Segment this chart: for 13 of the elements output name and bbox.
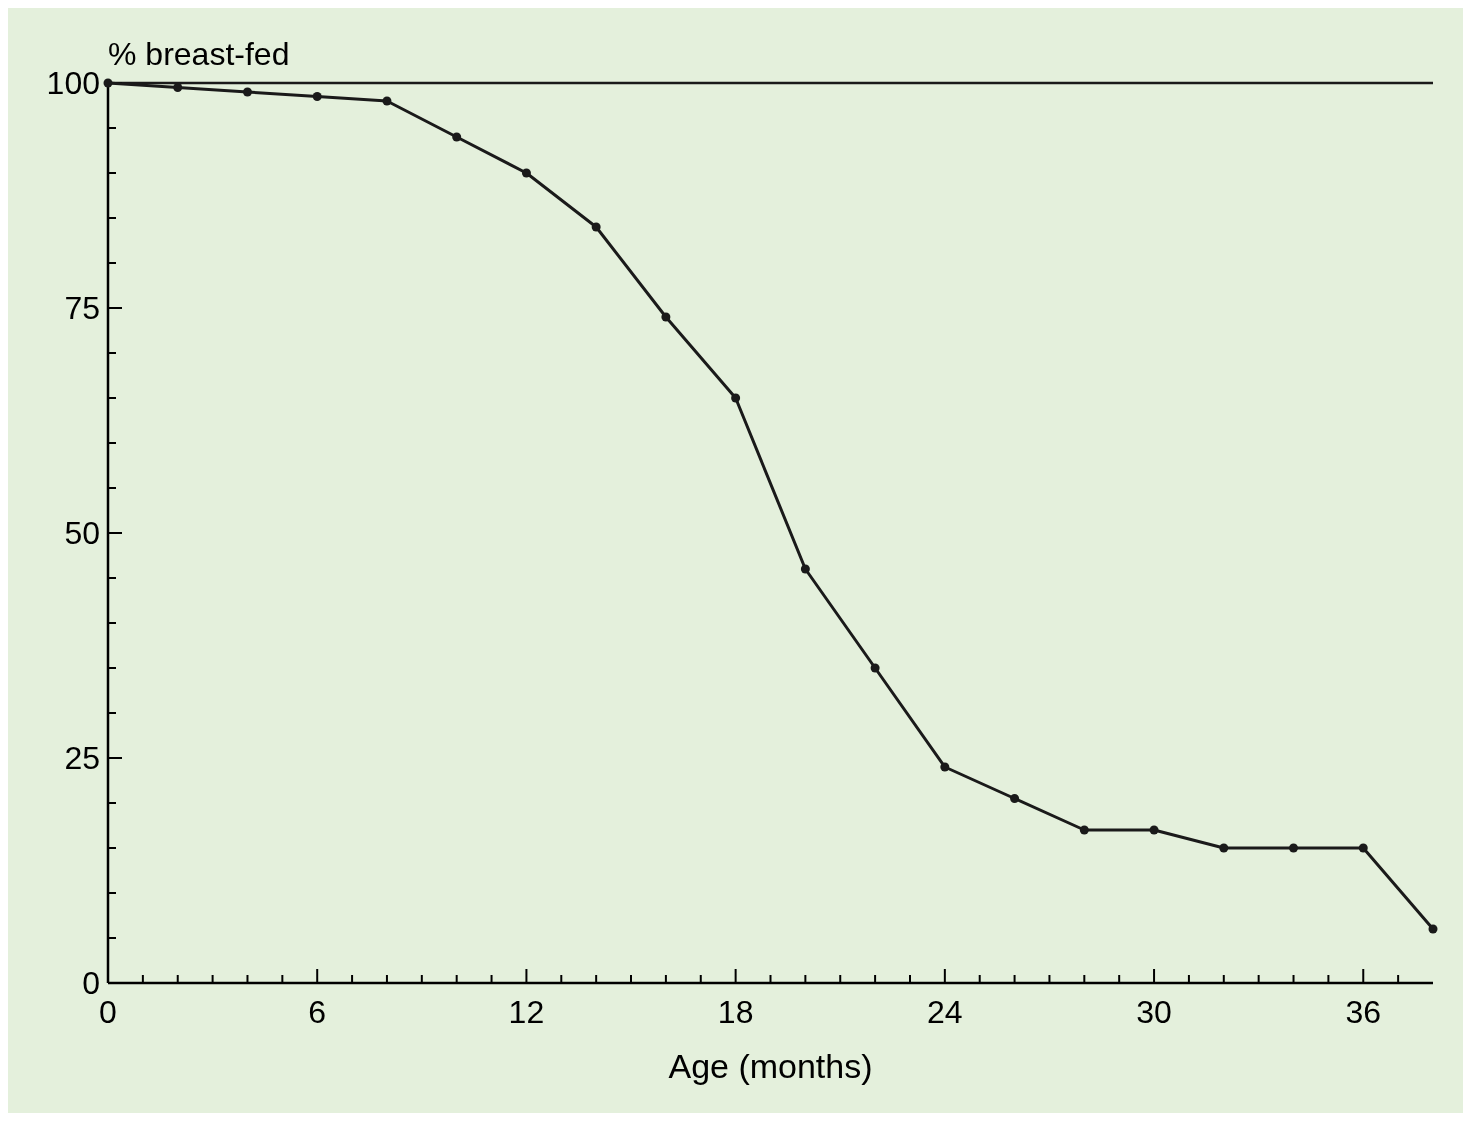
- x-tick-label: 18: [717, 994, 754, 1030]
- y-tick-label: 0: [82, 965, 100, 1001]
- y-tick-label: 75: [64, 290, 100, 326]
- y-tick-label: 50: [64, 515, 100, 551]
- y-tick-label: 25: [64, 740, 100, 776]
- y-tick-label: 100: [46, 65, 100, 101]
- x-tick-label: 36: [1345, 994, 1382, 1030]
- x-axis-title: Age (months): [668, 1047, 873, 1085]
- x-tick-label: 12: [508, 994, 545, 1030]
- x-tick-label: 24: [927, 994, 963, 1030]
- x-tick-label: 30: [1136, 994, 1172, 1030]
- y-axis-title: % breast-fed: [108, 36, 290, 72]
- x-tick-label: 6: [308, 994, 327, 1030]
